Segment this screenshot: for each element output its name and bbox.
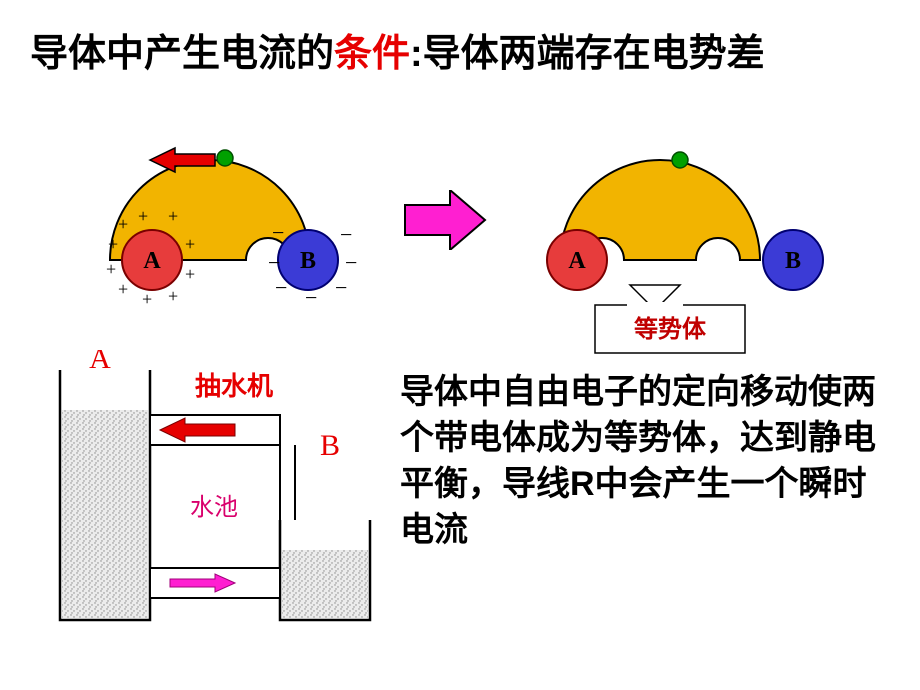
svg-text:−: −: [345, 250, 357, 275]
title-suffix: :导体两端存在电势差: [410, 33, 765, 75]
big-arrow-shape: [405, 190, 485, 250]
transition-arrow: [400, 190, 490, 250]
callout: 等势体: [595, 285, 745, 353]
big-arrow-svg: [400, 190, 490, 250]
svg-text:+: +: [168, 206, 178, 226]
stage: 导体中产生电流的条件:导体两端存在电势差 A B + + + +: [0, 0, 920, 690]
electron-dot: [217, 150, 233, 166]
svg-text:−: −: [340, 222, 352, 247]
svg-text:+: +: [106, 259, 116, 279]
svg-text:−: −: [272, 220, 284, 245]
svg-text:+: +: [185, 234, 195, 254]
callout-text: 等势体: [634, 315, 707, 343]
ball-a-right-label: A: [568, 248, 586, 274]
water-diagram: A B 抽水机 水池: [40, 350, 390, 640]
diagram-left-svg: A B + + + + + + + + + +: [50, 130, 390, 310]
tank-b-label: B: [320, 429, 340, 462]
svg-text:+: +: [118, 279, 128, 299]
svg-text:−: −: [268, 250, 280, 275]
diagram-left: A B + + + + + + + + + +: [50, 130, 390, 310]
pump-label: 抽水机: [195, 371, 273, 401]
electron-dot-right: [672, 152, 688, 168]
svg-text:−: −: [335, 275, 347, 300]
diagram-right-svg: A B 等势体: [505, 130, 865, 360]
svg-text:−: −: [275, 275, 287, 300]
svg-text:−: −: [305, 285, 317, 310]
tank-a-label: A: [89, 350, 111, 375]
pool-label: 水池: [190, 494, 238, 521]
svg-text:+: +: [185, 264, 195, 284]
ball-b-label: B: [300, 248, 316, 274]
water-left: [62, 410, 148, 618]
svg-text:+: +: [118, 214, 128, 234]
ball-b-right-label: B: [785, 248, 801, 274]
title-prefix: 导体中产生电流的: [30, 33, 334, 75]
water-right: [282, 550, 368, 618]
water-svg: A B 抽水机 水池: [40, 350, 390, 640]
page-title: 导体中产生电流的条件:导体两端存在电势差: [30, 30, 900, 79]
svg-text:+: +: [168, 286, 178, 306]
explanation-paragraph: 导体中自由电子的定向移动使两个带电体成为等势体，达到静电平衡，导线R中会产生一个…: [400, 370, 900, 554]
svg-text:+: +: [108, 234, 118, 254]
ball-a-label: A: [143, 248, 161, 274]
svg-text:+: +: [142, 289, 152, 309]
title-accent: 条件: [334, 33, 410, 75]
svg-text:+: +: [138, 206, 148, 226]
diagram-right: A B 等势体: [505, 130, 865, 360]
